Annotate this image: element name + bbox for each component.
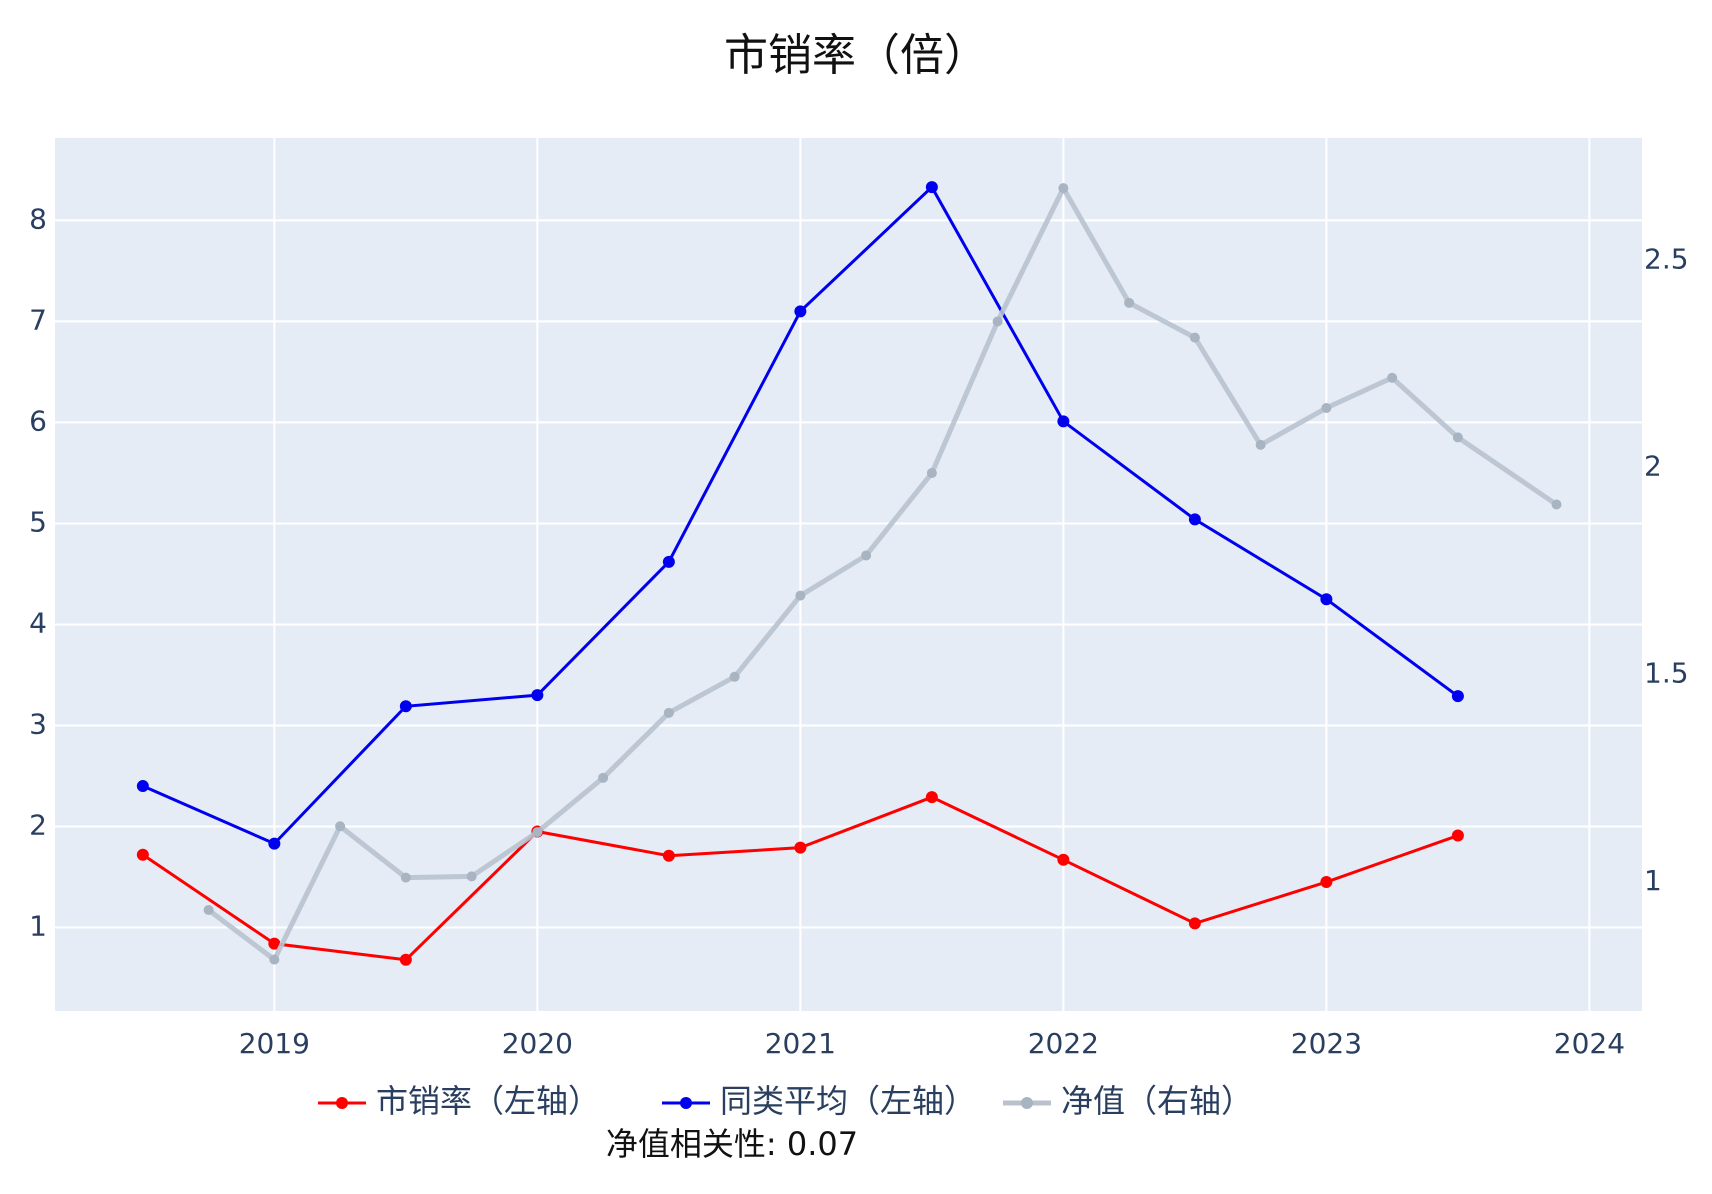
x-tick-label: 2024 xyxy=(1554,1027,1625,1060)
plot-area xyxy=(55,138,1642,1011)
point xyxy=(1451,690,1464,703)
point xyxy=(136,780,149,793)
point xyxy=(269,954,280,965)
y-tick-label: 7 xyxy=(29,303,47,336)
point xyxy=(532,827,543,838)
chart-title: 市销率（倍） xyxy=(724,30,988,81)
y-tick-label: 1 xyxy=(29,909,47,942)
point xyxy=(861,550,872,561)
x-tick-label: 2022 xyxy=(1028,1027,1099,1060)
legend-label: 净值（右轴） xyxy=(1061,1082,1253,1120)
point xyxy=(663,707,674,718)
point xyxy=(1451,829,1464,842)
point xyxy=(1057,853,1070,866)
y2-tick-label: 1.5 xyxy=(1644,657,1689,690)
point xyxy=(1551,499,1562,510)
point xyxy=(662,849,675,862)
y2-tick-label: 1 xyxy=(1644,864,1662,897)
y-tick-label: 4 xyxy=(29,606,47,639)
point xyxy=(795,590,806,601)
point xyxy=(399,700,412,713)
point xyxy=(335,821,346,832)
point xyxy=(399,953,412,966)
point xyxy=(400,872,411,883)
x-tick-label: 2019 xyxy=(239,1027,310,1060)
point xyxy=(1255,439,1266,450)
x-tick-label: 2021 xyxy=(765,1027,836,1060)
point xyxy=(136,848,149,861)
point xyxy=(466,871,477,882)
point xyxy=(1057,415,1070,428)
point xyxy=(925,181,938,194)
point xyxy=(203,904,214,915)
point xyxy=(1321,403,1332,414)
x-tick-label: 2023 xyxy=(1291,1027,1362,1060)
point xyxy=(1124,297,1135,308)
point xyxy=(531,689,544,702)
legend-marker xyxy=(336,1097,348,1109)
point xyxy=(926,468,937,479)
x-tick-label: 2020 xyxy=(502,1027,573,1060)
point xyxy=(268,937,281,950)
legend-marker xyxy=(680,1097,692,1109)
point xyxy=(729,671,740,682)
y-tick-label: 6 xyxy=(29,404,47,437)
point xyxy=(1188,917,1201,930)
legend-marker xyxy=(1021,1097,1033,1109)
y2-tick-label: 2.5 xyxy=(1644,243,1689,276)
point xyxy=(268,837,281,850)
y-tick-label: 8 xyxy=(29,202,47,235)
point xyxy=(794,305,807,318)
point xyxy=(1188,513,1201,526)
point xyxy=(1320,593,1333,606)
y-tick-label: 2 xyxy=(29,808,47,841)
annotation: 净值相关性: 0.07 xyxy=(606,1125,858,1163)
y-tick-label: 5 xyxy=(29,505,47,538)
point xyxy=(1189,332,1200,343)
y-tick-label: 3 xyxy=(29,707,47,740)
legend-label: 市销率（左轴） xyxy=(376,1082,600,1120)
y2-tick-label: 2 xyxy=(1644,450,1662,483)
point xyxy=(1452,432,1463,443)
point xyxy=(992,316,1003,327)
point xyxy=(794,841,807,854)
point xyxy=(1387,372,1398,383)
point xyxy=(925,791,938,804)
point xyxy=(662,555,675,568)
point xyxy=(1058,183,1069,194)
legend-label: 同类平均（左轴） xyxy=(720,1082,976,1120)
point xyxy=(1320,876,1333,889)
point xyxy=(598,772,609,783)
